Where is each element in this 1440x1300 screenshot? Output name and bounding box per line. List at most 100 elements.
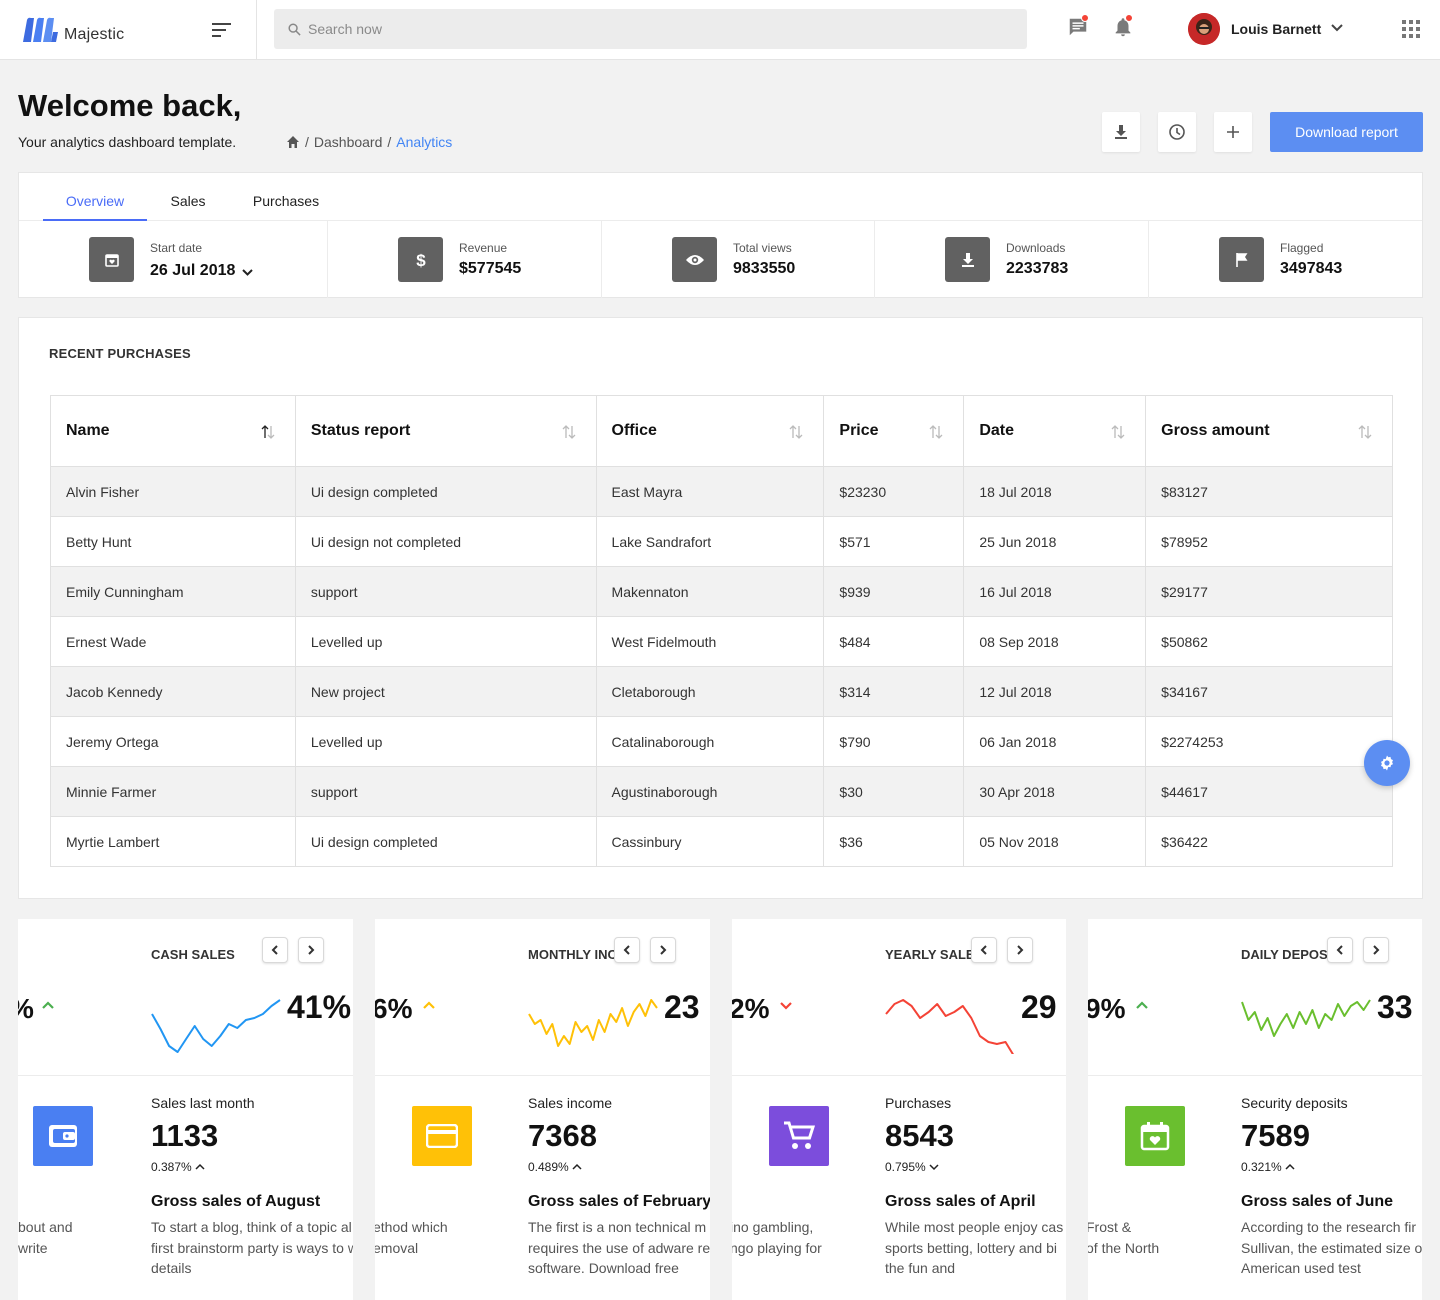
download-report-button[interactable]: Download report (1270, 112, 1423, 152)
card-title: CASH SALES (151, 947, 235, 962)
carousel-prev-button[interactable] (262, 937, 288, 963)
table-cell: $790 (823, 716, 965, 767)
table-row[interactable]: Emily Cunningham support Makennaton $939 16 … (50, 566, 1393, 617)
apps-grid-icon[interactable] (1402, 20, 1420, 38)
chevron-left-icon (623, 945, 630, 955)
table-row[interactable]: Betty Hunt Ui design not completed Lake Sa… (50, 516, 1393, 567)
table-cell: $44617 (1145, 766, 1393, 817)
breadcrumb-dashboard[interactable]: Dashboard (313, 134, 383, 150)
table-cell: Betty Hunt (50, 516, 296, 567)
carousel-prev-button[interactable] (971, 937, 997, 963)
add-button[interactable] (1214, 112, 1252, 152)
column-header[interactable]: Office (595, 395, 825, 467)
sort-icon[interactable] (562, 424, 576, 440)
stat-label: Downloads (1006, 241, 1066, 255)
table-cell: Myrtie Lambert (50, 816, 296, 867)
tab-sales[interactable]: Sales (170, 193, 206, 209)
caret-up-icon (1285, 1163, 1295, 1170)
stat-label: Total views (733, 241, 792, 255)
carousel-prev-button[interactable] (614, 937, 640, 963)
stat-start-date[interactable]: Start date 26 Jul 2018 (19, 221, 328, 298)
text-line: ethod which (375, 1219, 448, 1235)
sort-icon[interactable] (1358, 424, 1372, 440)
download-icon (1115, 125, 1127, 139)
brand[interactable]: Majestic (0, 0, 257, 60)
sort-icon[interactable] (261, 424, 275, 440)
sparkline-path (1241, 999, 1371, 1037)
download-button[interactable] (1102, 112, 1140, 152)
card-top: YEARLY SALE 2% 29 (732, 919, 1066, 1076)
breadcrumb-analytics[interactable]: Analytics (396, 134, 453, 150)
wallet-icon (33, 1106, 93, 1166)
percentage-prev: 6% (375, 993, 413, 1024)
sort-icon[interactable] (789, 424, 803, 440)
percentage-value: 29 (1021, 989, 1057, 1025)
messages-button[interactable] (1067, 14, 1091, 40)
carousel-next-button[interactable] (650, 937, 676, 963)
sort-icon[interactable] (1111, 424, 1125, 440)
percentage-value: 33 (1377, 989, 1413, 1025)
home-icon[interactable] (286, 135, 300, 149)
table-row[interactable]: Jacob Kennedy New project Cletaborough $314… (50, 666, 1393, 717)
table-row[interactable]: Minnie Farmer support Agustinaborough $30 30… (50, 766, 1393, 817)
table-cell: Jeremy Ortega (50, 716, 296, 767)
carousel-next-button[interactable] (1007, 937, 1033, 963)
menu-icon[interactable] (212, 22, 232, 38)
percentage-prev: 2% (732, 993, 770, 1024)
table-header-row: Name Status report Office Price Date Gross am… (50, 395, 1393, 467)
text-line: software. Download free (528, 1260, 679, 1276)
table-row[interactable]: Jeremy Ortega Levelled up Catalinaborough $… (50, 716, 1393, 767)
stats-carousel-card: DAILY DEPOSI 9% 33 Frost & of the North Secur… (1088, 919, 1422, 1300)
credit-card-icon (412, 1106, 472, 1166)
svg-text:$: $ (416, 251, 426, 269)
carousel-prev-button[interactable] (1327, 937, 1353, 963)
column-header[interactable]: Status report (294, 395, 597, 467)
tab-purchases[interactable]: Purchases (252, 193, 320, 209)
chevron-right-icon (1017, 945, 1024, 955)
table-cell: $34167 (1145, 666, 1393, 717)
table-row[interactable]: Alvin Fisher Ui design completed East Mayr… (50, 466, 1393, 517)
table-cell: 18 Jul 2018 (963, 466, 1147, 517)
table-cell: Jacob Kennedy (50, 666, 296, 717)
user-menu[interactable]: Louis Barnett (1188, 13, 1358, 45)
stats-carousel-card: YEARLY SALE 2% 29 ino gambling, ngo playing … (732, 919, 1066, 1300)
table-cell: Cassinbury (595, 816, 825, 867)
table-cell: Catalinaborough (595, 716, 825, 767)
text-line: sports betting, lottery and bi (885, 1239, 1057, 1256)
percentage-prev: 9% (1088, 993, 1126, 1024)
table-cell: 06 Jan 2018 (963, 716, 1147, 767)
table-cell: Cletaborough (595, 666, 825, 717)
stat-downloads: Downloads 2233783 (875, 221, 1149, 298)
stat-value: 3497843 (1280, 260, 1343, 277)
column-header[interactable]: Name (50, 395, 296, 467)
prev-slide-text: ino gambling, ngo playing for (732, 1217, 822, 1258)
breadcrumb: / Dashboard / Analytics (286, 134, 452, 150)
table-cell: $83127 (1145, 466, 1393, 517)
metric-label: Purchases (885, 1095, 952, 1111)
top-bar: Majestic Louis Barnett (0, 0, 1440, 60)
page-subtitle: Your analytics dashboard template. (18, 134, 237, 150)
carousel-next-button[interactable] (1363, 937, 1389, 963)
chat-icon (1069, 18, 1087, 36)
settings-fab[interactable] (1364, 740, 1410, 786)
carousel-next-button[interactable] (298, 937, 324, 963)
text-line: Sullivan, the estimated size o (1241, 1239, 1422, 1256)
chevron-down-icon (1331, 24, 1343, 32)
table-cell: support (294, 566, 597, 617)
table-cell: support (294, 766, 597, 817)
table-cell: $36 (823, 816, 965, 867)
column-header[interactable]: Gross amount (1145, 395, 1393, 467)
caret-down-icon (929, 1164, 939, 1171)
prev-slide-text: bout and write (18, 1217, 73, 1258)
column-header[interactable]: Date (963, 395, 1147, 467)
avatar (1188, 13, 1220, 45)
history-button[interactable] (1158, 112, 1196, 152)
column-header[interactable]: Price (823, 395, 965, 467)
text-line: To start a blog, think of a topic al (151, 1219, 352, 1235)
tab-overview[interactable]: Overview (43, 173, 147, 221)
table-row[interactable]: Myrtie Lambert Ui design completed Cassinb… (50, 816, 1393, 867)
sort-icon[interactable] (929, 424, 943, 440)
table-row[interactable]: Ernest Wade Levelled up West Fidelmouth $48… (50, 616, 1393, 667)
notifications-button[interactable] (1112, 14, 1136, 40)
search-input[interactable] (308, 9, 1008, 49)
